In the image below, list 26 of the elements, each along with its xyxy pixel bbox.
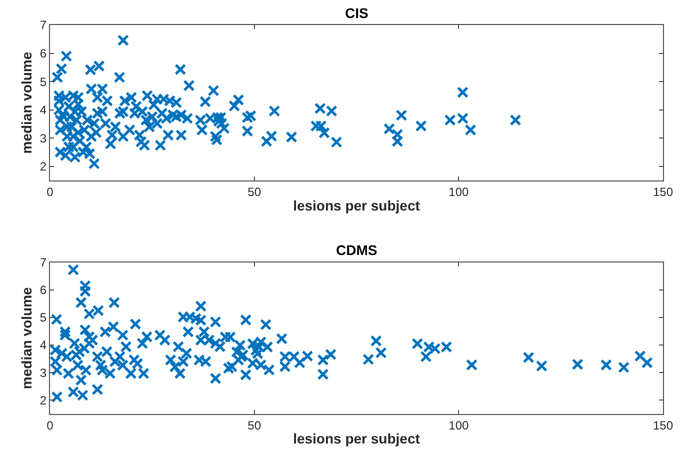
y-tick-label: 2 (40, 393, 47, 408)
y-tick-label: 7 (40, 255, 47, 270)
y-tick-label: 5 (40, 310, 47, 325)
y-tick-label: 2 (40, 160, 47, 174)
x-tick-label: 150 (652, 418, 674, 432)
y-tick-label: 4 (40, 103, 47, 118)
chart-title: CIS (345, 5, 368, 21)
x-axis-title: lesions per subject (293, 430, 420, 447)
y-tick-label: 4 (40, 338, 47, 352)
x-tick-label: 0 (46, 185, 54, 199)
x-tick-label: 50 (248, 185, 262, 199)
y-tick-label: 3 (40, 131, 47, 146)
x-tick-label: 50 (248, 418, 262, 432)
y-tick-label: 3 (40, 366, 47, 380)
x-tick-label: 0 (46, 418, 54, 432)
y-tick-label: 7 (40, 18, 47, 32)
y-axis-title: median volume (18, 52, 35, 154)
x-tick-label: 100 (448, 418, 469, 432)
x-axis-title: lesions per subject (293, 197, 420, 214)
y-tick-label: 6 (40, 283, 47, 298)
y-axis-title: median volume (18, 286, 35, 390)
y-tick-label: 6 (40, 46, 47, 60)
x-tick-label: 150 (652, 185, 674, 199)
chart-title: CDMS (336, 242, 378, 258)
x-tick-label: 100 (448, 185, 469, 199)
y-tick-label: 5 (40, 74, 47, 89)
